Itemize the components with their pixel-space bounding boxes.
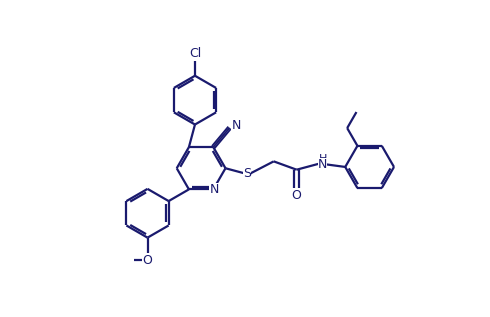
- Text: Cl: Cl: [189, 47, 201, 60]
- Text: N: N: [210, 183, 219, 196]
- Text: O: O: [292, 189, 301, 202]
- Text: S: S: [243, 167, 251, 180]
- Text: N: N: [318, 158, 327, 171]
- Text: N: N: [231, 119, 241, 132]
- Text: O: O: [142, 254, 152, 267]
- Text: H: H: [319, 153, 327, 164]
